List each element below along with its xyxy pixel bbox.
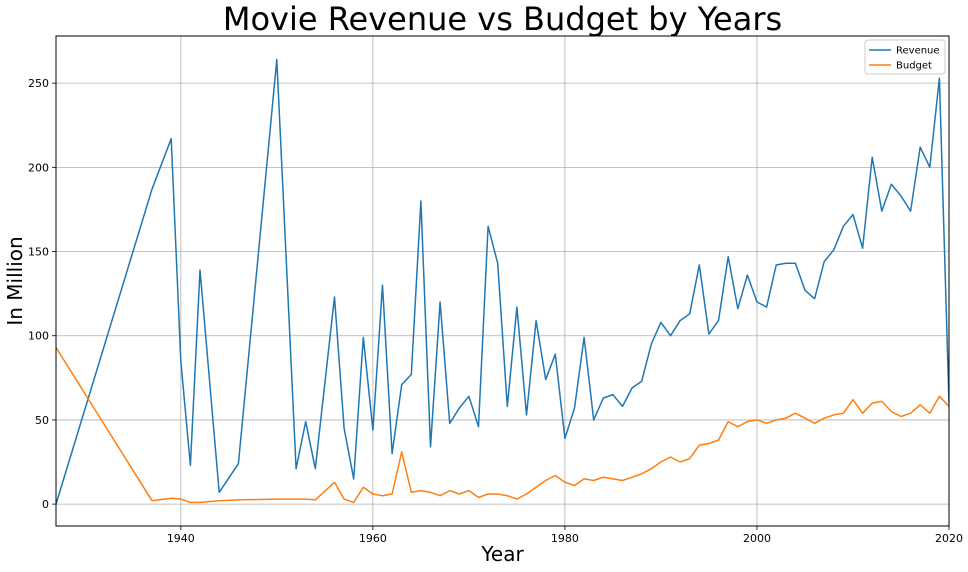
series-line-budget — [56, 347, 949, 504]
x-tick-label: 1960 — [359, 532, 387, 545]
y-tick-label: 100 — [28, 330, 49, 343]
y-tick-label: 200 — [28, 161, 49, 174]
legend: Revenue Budget — [864, 39, 946, 75]
x-axis-label: Year — [480, 542, 524, 566]
y-axis-ticks: 0 50 100 150 200 250 — [28, 77, 56, 511]
x-tick-label: 2000 — [743, 532, 771, 545]
chart-title: Movie Revenue vs Budget by Years — [223, 0, 782, 38]
y-tick-label: 0 — [42, 498, 49, 511]
y-axis-label: In Million — [3, 236, 27, 325]
x-tick-label: 1980 — [551, 532, 579, 545]
y-tick-label: 250 — [28, 77, 49, 90]
y-tick-label: 150 — [28, 246, 49, 259]
legend-label-revenue: Revenue — [896, 46, 940, 57]
series-line-revenue — [56, 58, 949, 505]
y-tick-label: 50 — [35, 414, 49, 427]
x-tick-label: 2020 — [935, 532, 963, 545]
plot-area-frame — [55, 35, 950, 527]
legend-label-budget: Budget — [896, 61, 932, 72]
x-tick-label: 1940 — [167, 532, 195, 545]
x-axis-ticks: 1940 1960 1980 2000 2020 — [167, 526, 963, 545]
series-layer — [56, 58, 949, 505]
